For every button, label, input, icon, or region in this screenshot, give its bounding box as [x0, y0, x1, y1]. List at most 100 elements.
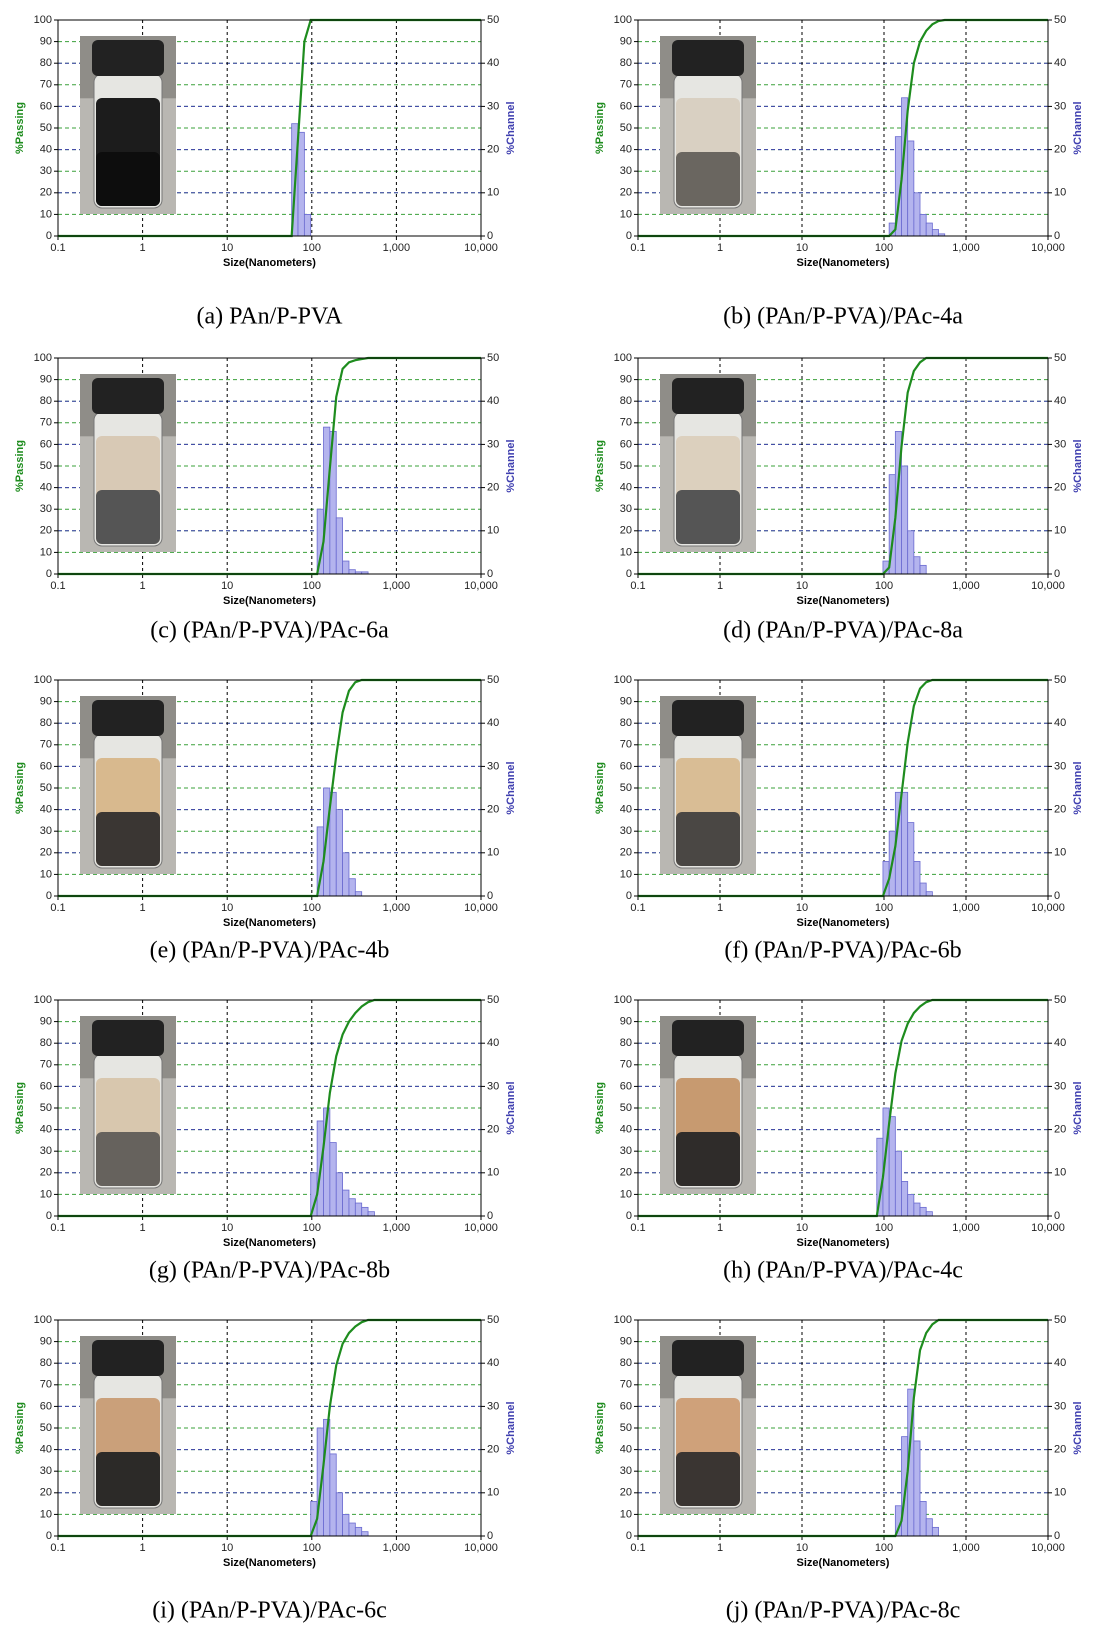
passing-line — [58, 678, 481, 898]
y-tick-label: 60 — [40, 1400, 52, 1412]
y-tick-label: 10 — [40, 1188, 52, 1200]
y2-tick-label: 10 — [487, 1487, 499, 1499]
y-tick-label: 20 — [40, 847, 52, 859]
histogram-bar — [303, 213, 312, 237]
y2-tick-label: 40 — [1054, 1357, 1066, 1369]
x-tick-label: 1 — [140, 1222, 146, 1234]
caption: (h) (PAn/P-PVA)/PAc-4c — [723, 1258, 963, 1284]
y2-tick-label: 20 — [1054, 482, 1066, 494]
y-tick-label: 60 — [40, 1080, 52, 1092]
y-tick-label: 30 — [40, 503, 52, 515]
x-tick-label: 1 — [140, 1542, 146, 1554]
y2-tick-label: 0 — [487, 1530, 493, 1542]
passing-line — [638, 1318, 1048, 1538]
y-tick-label: 40 — [620, 1124, 632, 1136]
histogram-bar — [913, 1202, 921, 1217]
y2-tick-label: 40 — [487, 57, 499, 69]
plot-frame — [637, 999, 1049, 1217]
y2-axis-label: %Channel — [1072, 439, 1084, 492]
passing-line — [638, 18, 1048, 238]
x-tick-label: 10,000 — [464, 580, 498, 592]
y2-tick-label: 30 — [1054, 760, 1066, 772]
y2-tick-label: 40 — [1054, 57, 1066, 69]
y-tick-label: 20 — [620, 1487, 632, 1499]
y-tick-label: 60 — [40, 438, 52, 450]
vial-cap — [672, 378, 744, 414]
histogram-bar — [335, 1172, 344, 1217]
y2-tick-label: 50 — [487, 994, 499, 1006]
y-tick-label: 80 — [620, 1037, 632, 1049]
y-tick-label: 20 — [40, 525, 52, 537]
histogram-bar — [907, 1194, 915, 1217]
y-tick-label: 70 — [620, 79, 632, 91]
vial-sediment — [676, 152, 740, 206]
histogram-bar — [919, 1501, 927, 1537]
y-tick-label: 50 — [620, 460, 632, 472]
y-tick-label: 40 — [40, 804, 52, 816]
y2-tick-label: 20 — [487, 804, 499, 816]
y2-tick-label: 30 — [1054, 100, 1066, 112]
y-axis-label: %Passing — [14, 1402, 26, 1454]
caption: (e) (PAn/P-PVA)/PAc-4b — [150, 938, 390, 964]
y-axis-label: %Passing — [14, 440, 26, 492]
x-axis-label: Size(Nanometers) — [797, 257, 890, 269]
x-tick-label: 0.1 — [50, 1542, 65, 1554]
histogram-bar — [925, 1518, 933, 1537]
histogram-bar — [297, 131, 305, 237]
chart-panel: 0 10 20 30 40 50 60 70 80 90 100 0 10 20 30 40 50 0.1 1 10 1… — [14, 352, 517, 644]
y2-tick-label: 30 — [487, 100, 499, 112]
y2-tick-label: 50 — [487, 1314, 499, 1326]
plot-frame — [57, 999, 482, 1217]
y-tick-label: 30 — [40, 165, 52, 177]
x-tick-label: 0.1 — [630, 1222, 645, 1234]
y-tick-label: 20 — [620, 847, 632, 859]
vial-sediment — [96, 152, 160, 206]
y-tick-label: 90 — [40, 1336, 52, 1348]
vial-cap — [92, 40, 164, 76]
y-tick-label: 0 — [46, 890, 52, 902]
y2-axis-label: %Channel — [505, 1401, 517, 1454]
x-tick-label: 100 — [875, 242, 893, 254]
chart-panel: 0 10 20 30 40 50 60 70 80 90 100 0 10 20 30 40 50 0.1 1 10 1… — [594, 994, 1084, 1284]
y-tick-label: 70 — [620, 417, 632, 429]
chart-panel: 0 10 20 30 40 50 60 70 80 90 100 0 10 20 30 40 50 0.1 1 10 1… — [14, 994, 517, 1284]
y2-tick-label: 10 — [1054, 525, 1066, 537]
vial-sediment — [676, 490, 740, 544]
histogram-bar — [329, 1453, 337, 1537]
x-tick-label: 0.1 — [630, 580, 645, 592]
y2-tick-label: 10 — [487, 1167, 499, 1179]
x-axis-label: Size(Nanometers) — [797, 1557, 890, 1569]
y-tick-label: 90 — [620, 696, 632, 708]
y-tick-label: 70 — [620, 1059, 632, 1071]
y-tick-label: 60 — [620, 100, 632, 112]
caption: (f) (PAn/P-PVA)/PAc-6b — [724, 938, 961, 964]
y2-tick-label: 0 — [487, 230, 493, 242]
y2-tick-label: 20 — [1054, 1444, 1066, 1456]
y2-tick-label: 20 — [487, 1124, 499, 1136]
y-tick-label: 50 — [40, 122, 52, 134]
y2-tick-label: 10 — [1054, 187, 1066, 199]
y-tick-label: 20 — [40, 1167, 52, 1179]
histogram-bar — [919, 1206, 927, 1217]
y2-tick-label: 0 — [1054, 1530, 1060, 1542]
y-tick-label: 0 — [46, 568, 52, 580]
passing-line — [638, 356, 1048, 576]
x-tick-label: 10,000 — [464, 1542, 498, 1554]
histogram-bar — [348, 1522, 356, 1537]
histogram-bar — [354, 1526, 363, 1537]
y2-tick-label: 50 — [487, 14, 499, 26]
passing-line — [58, 356, 481, 576]
histogram-bar — [329, 1142, 337, 1217]
passing-line — [58, 998, 481, 1218]
y-tick-label: 10 — [620, 1188, 632, 1200]
y2-tick-label: 20 — [1054, 804, 1066, 816]
x-axis-label: Size(Nanometers) — [223, 257, 316, 269]
y-tick-label: 40 — [620, 1444, 632, 1456]
y2-axis-label: %Channel — [505, 1081, 517, 1134]
plot-frame — [637, 1319, 1049, 1537]
y-tick-label: 40 — [40, 1444, 52, 1456]
caption: (c) (PAn/P-PVA)/PAc-6a — [150, 618, 389, 644]
y-tick-label: 100 — [614, 352, 632, 364]
y-tick-label: 80 — [620, 717, 632, 729]
y-tick-label: 50 — [620, 122, 632, 134]
